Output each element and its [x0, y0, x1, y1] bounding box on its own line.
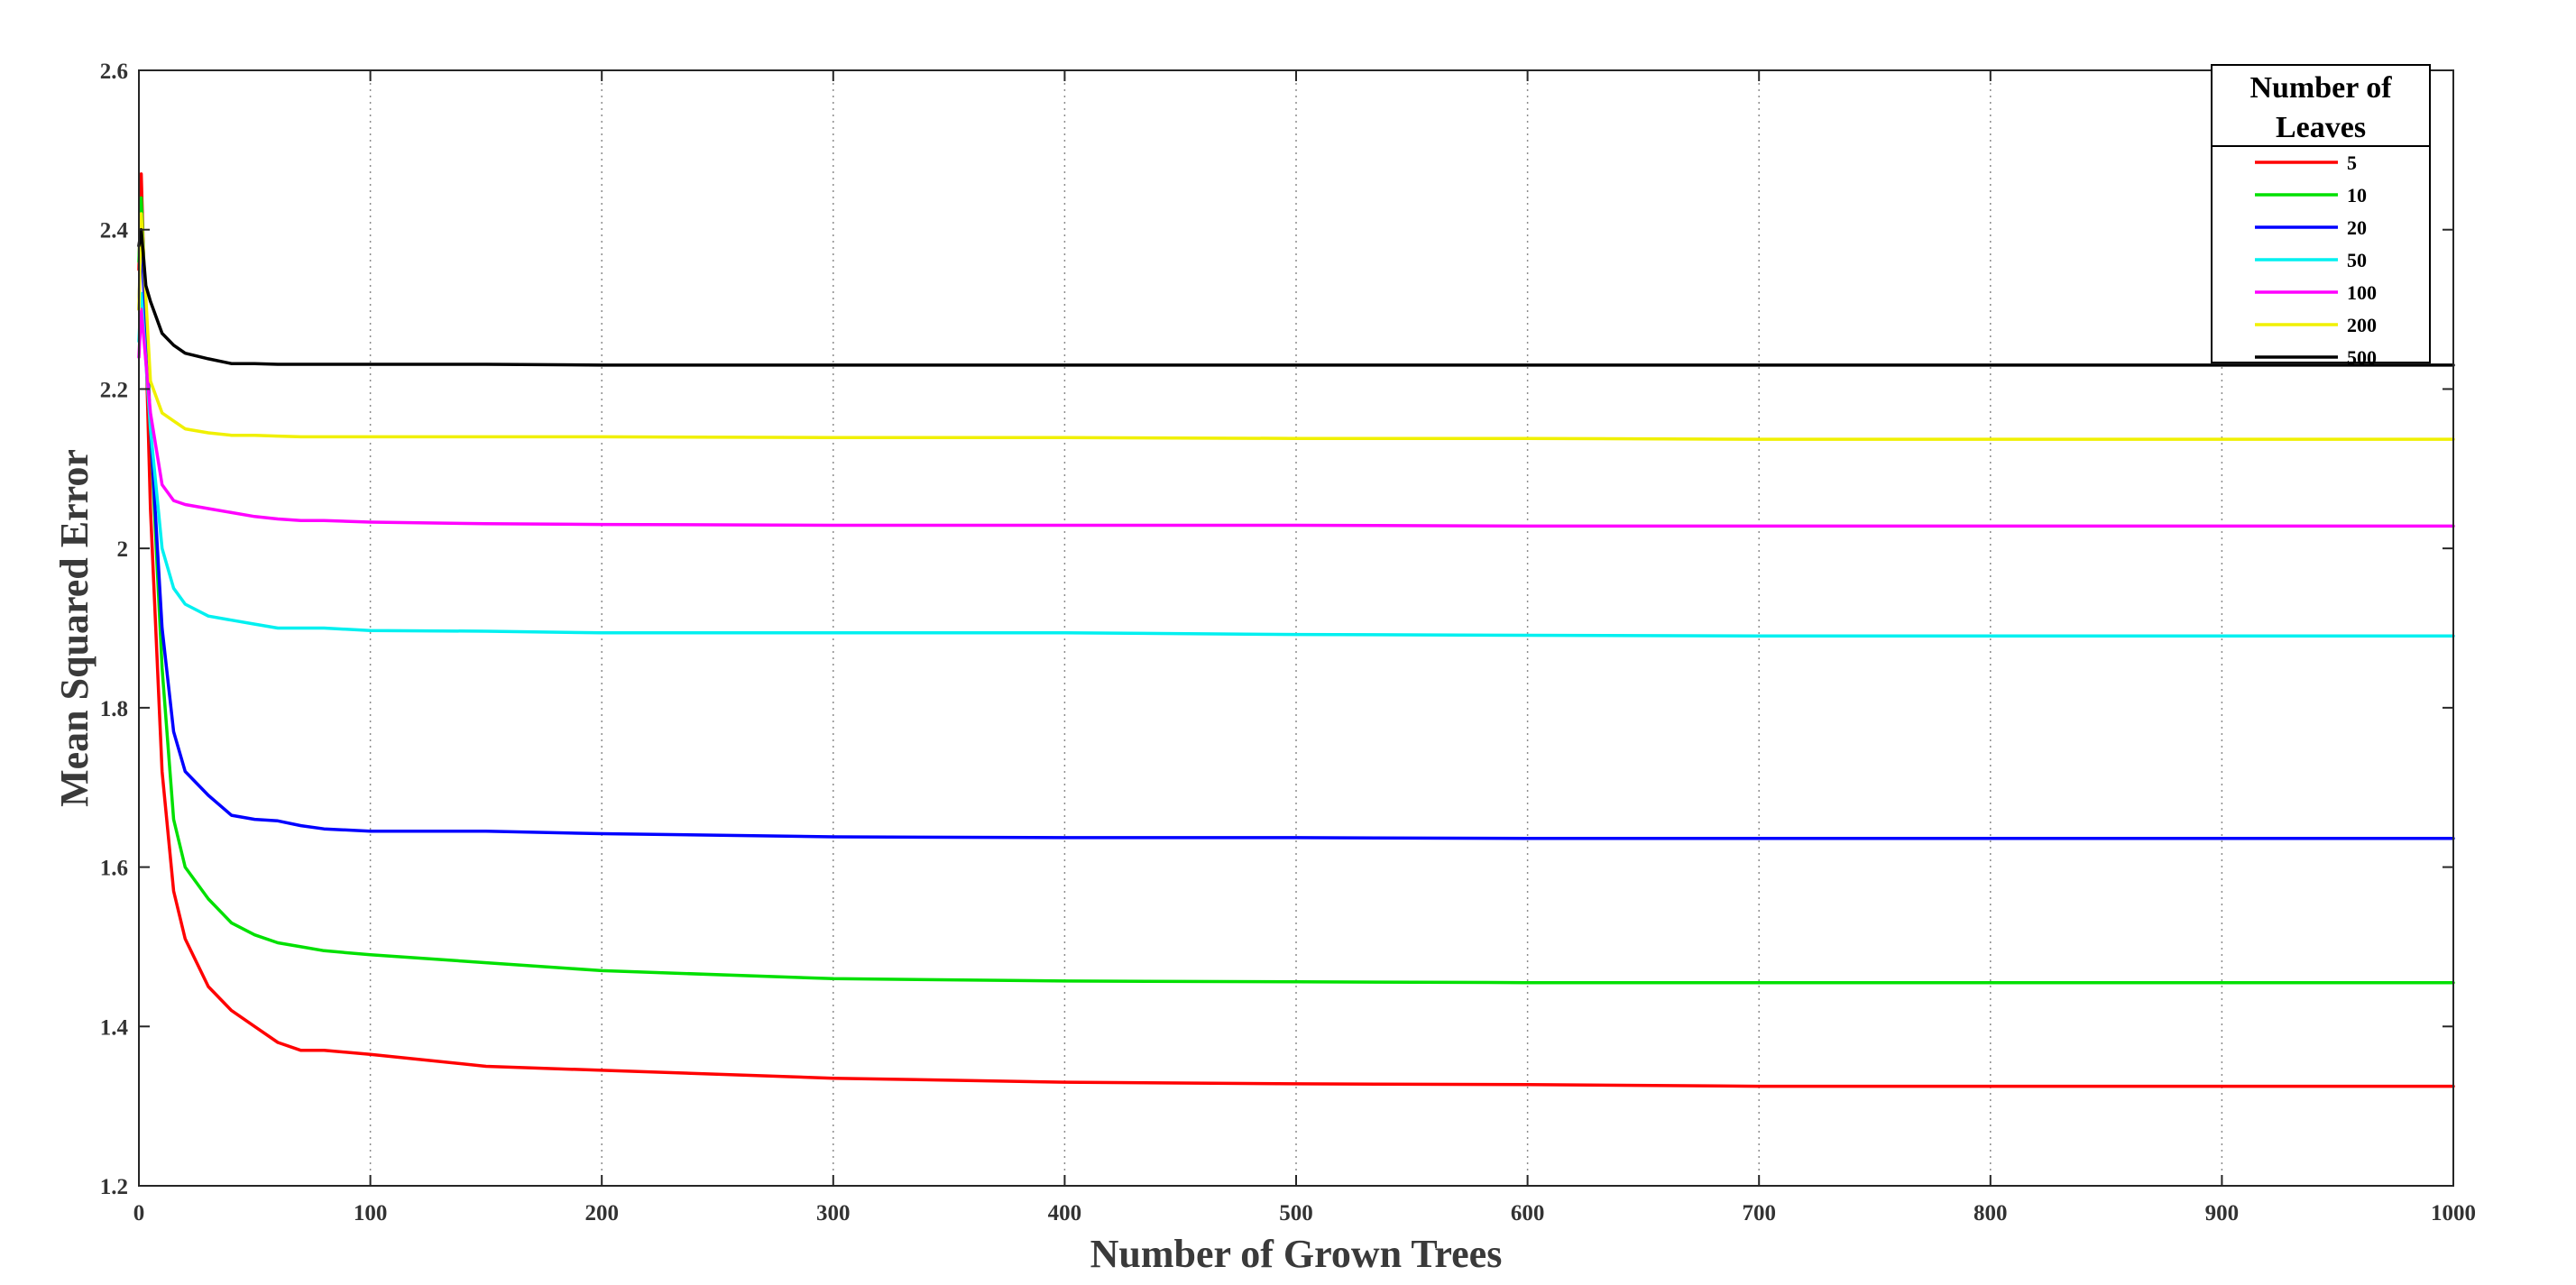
legend-box	[2211, 64, 2431, 363]
legend-label-100: 100	[2347, 281, 2377, 304]
series-line-50	[137, 291, 2455, 638]
x-tick-label: 600	[1511, 1201, 1545, 1225]
legend-entries: 5 10 20 50 100 200 500	[2255, 151, 2377, 369]
series-line-100	[137, 307, 2455, 528]
y-axis-title: Mean Squared Error	[52, 449, 97, 807]
series-line-20	[137, 227, 2455, 840]
x-tick-label: 900	[2205, 1201, 2240, 1225]
x-tick-label: 500	[1279, 1201, 1313, 1225]
x-tick-label: 300	[816, 1201, 851, 1225]
y-tick-label: 1.4	[100, 1015, 129, 1040]
x-tick-label: 800	[1973, 1201, 2008, 1225]
legend-label-200: 200	[2347, 314, 2377, 336]
legend-title-line-1: Number of	[2249, 71, 2392, 105]
legend-label-20: 20	[2347, 216, 2367, 239]
y-tick-label: 2.6	[100, 60, 128, 84]
y-tick-label: 1.8	[100, 697, 128, 721]
x-tick-label: 100	[354, 1201, 388, 1225]
x-axis-title: Number of Grown Trees	[1090, 1232, 1503, 1276]
series-line-500	[137, 227, 2455, 367]
grid-layer	[369, 70, 2223, 1186]
legend: Number of Leaves 5 10 20 50 100 200 500	[2211, 64, 2431, 369]
y-tick-label: 2.4	[100, 219, 129, 243]
tick-layer: 0 100 200 300 400 500 600 700 800 900 1000 1.2 1.4 1.…	[100, 60, 2476, 1225]
y-tick-label: 2.2	[100, 378, 128, 402]
y-tick-label: 1.6	[100, 857, 128, 881]
x-tick-label: 700	[1742, 1201, 1776, 1225]
legend-title-line-2: Leaves	[2276, 111, 2366, 144]
legend-label-5: 5	[2347, 151, 2357, 174]
series-layer	[137, 172, 2455, 1088]
x-tick-label: 200	[584, 1201, 619, 1225]
y-tick-label: 2	[117, 537, 129, 562]
legend-label-500: 500	[2347, 346, 2377, 369]
x-tick-label: 0	[133, 1201, 145, 1225]
series-line-200	[137, 212, 2455, 441]
legend-label-10: 10	[2347, 184, 2367, 207]
series-line-10	[137, 196, 2455, 985]
y-tick-label: 1.2	[100, 1175, 128, 1199]
x-tick-label: 400	[1048, 1201, 1082, 1225]
x-tick-label: 1000	[2431, 1201, 2476, 1225]
legend-label-50: 50	[2347, 249, 2367, 271]
series-line-5	[137, 172, 2455, 1088]
